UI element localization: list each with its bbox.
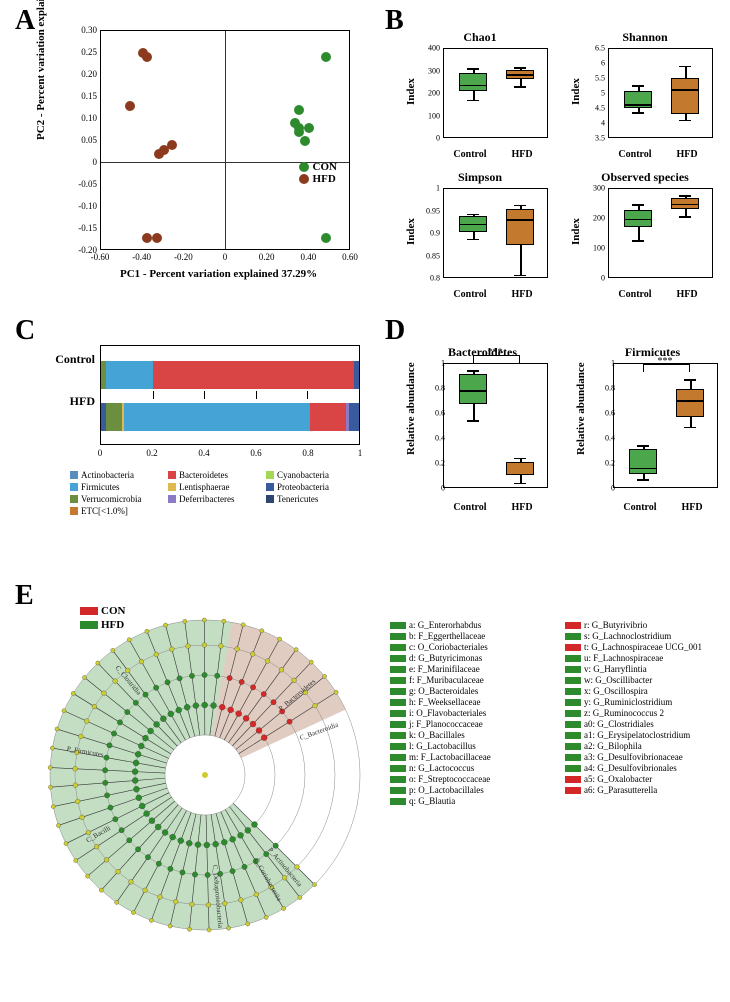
taxa-item: a2: G_Bilophila xyxy=(565,741,730,751)
boxplot-shannon: ShannonIndex Control HFD3.544.555.566.5 xyxy=(570,30,720,160)
taxa-item: f: F_Muribaculaceae xyxy=(390,675,555,685)
taxa-item: p: O_Lactobacillales xyxy=(390,785,555,795)
taxa-item: t: G_Lachnospiraceae UCG_001 xyxy=(565,642,730,652)
pca-point-con xyxy=(300,136,310,146)
taxa-item: u: F_Lachnospiraceae xyxy=(565,653,730,663)
taxa-item: l: G_Lactobacillus xyxy=(390,741,555,751)
pca-legend: CONHFD xyxy=(299,161,337,185)
pca-point-hfd xyxy=(125,101,135,111)
taxa-item: j: F_Planococcaceae xyxy=(390,719,555,729)
taxa-legend: a: G_Enterorhabdus r: G_Butyrivibrio b: F_… xyxy=(390,620,730,806)
panel-e: CONHFD C_BacilliP_FirmicutesC_Clostridia… xyxy=(30,590,710,990)
panel-c: ControlHFD 00.20.40.60.81 Actinobacteria… xyxy=(30,320,370,570)
stacked-bars xyxy=(100,345,360,445)
pca-ylabel: PC2 - Percent variation explained 10.52% xyxy=(35,0,47,140)
taxa-item: q: G_Blautia xyxy=(390,796,555,806)
taxa-item: o: F_Streptococcaceae xyxy=(390,774,555,784)
taxa-item: g: O_Bacteroidales xyxy=(390,686,555,696)
pca-point-con xyxy=(321,233,331,243)
taxa-item: h: F_Weeksellaceae xyxy=(390,697,555,707)
taxa-item: v: G_Harryflintia xyxy=(565,664,730,674)
boxplot-simpson: SimpsonIndex Control HFD0.80.850.90.951 xyxy=(405,170,555,300)
pca-point-con xyxy=(304,123,314,133)
taxa-item: a1: G_Erysipelatoclostridium xyxy=(565,730,730,740)
taxa-item: a6: G_Parasutterella xyxy=(565,785,730,795)
taxa-item: k: O_Bacillales xyxy=(390,730,555,740)
taxa-item: w: G_Oscillibacter xyxy=(565,675,730,685)
boxplot-chao1: Chao1Index Control HFD0100200300400 xyxy=(405,30,555,160)
taxa-item: a: G_Enterorhabdus xyxy=(390,620,555,630)
pca-xlabel: PC1 - Percent variation explained 37.29% xyxy=(120,268,317,280)
boxplot-bacteroidetes: BacteroidetesRelative abundance Control … xyxy=(405,345,560,515)
stacked-legend: ActinobacteriaBacteroidetesCyanobacteria… xyxy=(70,470,360,516)
taxa-item: m: F_Lactobacillaceae xyxy=(390,752,555,762)
taxa-item: a0: G_Clostridiales xyxy=(565,719,730,729)
pca-point-hfd xyxy=(142,52,152,62)
pca-point-con xyxy=(294,105,304,115)
pca-point-con xyxy=(321,52,331,62)
taxa-item: a5: G_Oxalobacter xyxy=(565,774,730,784)
taxa-item: x: G_Oscillospira xyxy=(565,686,730,696)
taxa-item: n: G_Lactococcus xyxy=(390,763,555,773)
taxa-item: s: G_Lachnoclostridium xyxy=(565,631,730,641)
boxplot-observed-species: Observed speciesIndex Control HFD0100200… xyxy=(570,170,720,300)
taxa-item: i: O_Flavobacteriales xyxy=(390,708,555,718)
taxa-item: y: G_Ruminiclostridium xyxy=(565,697,730,707)
stackbar-control xyxy=(101,361,359,389)
pca-point-hfd xyxy=(152,233,162,243)
taxa-item: d: G_Butyricimonas xyxy=(390,653,555,663)
taxa-item: e: F_Marinifilaceae xyxy=(390,664,555,674)
taxa-item: b: F_Eggerthellaceae xyxy=(390,631,555,641)
pca-point-hfd xyxy=(142,233,152,243)
stackbar-hfd xyxy=(101,403,359,431)
panel-d: BacteroidetesRelative abundance Control … xyxy=(385,320,725,570)
panel-b: Chao1Index Control HFD0100200300400Shann… xyxy=(385,10,725,300)
taxa-item: c: O_Coriobacteriales xyxy=(390,642,555,652)
taxa-item: r: G_Butyrivibrio xyxy=(565,620,730,630)
boxplot-firmicutes: FirmicutesRelative abundance Control HFD… xyxy=(575,345,730,515)
cladogram: C_BacilliP_FirmicutesC_ClostridiaC_Delta… xyxy=(40,610,370,940)
panel-a: PC2 - Percent variation explained 10.52%… xyxy=(30,10,370,300)
taxa-item: a4: G_Desulfovibrionales xyxy=(565,763,730,773)
taxa-item: z: G_Ruminococcus 2 xyxy=(565,708,730,718)
pca-scatter: CONHFD xyxy=(100,30,350,250)
taxa-item: a3: G_Desulfovibrionaceae xyxy=(565,752,730,762)
pca-point-hfd xyxy=(154,149,164,159)
